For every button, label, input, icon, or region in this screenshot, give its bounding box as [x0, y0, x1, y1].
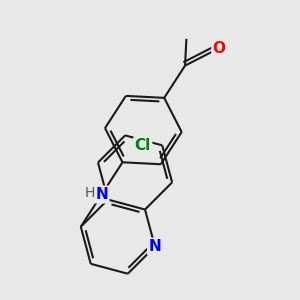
Text: H: H: [85, 186, 95, 200]
Text: N: N: [148, 239, 161, 254]
Text: Cl: Cl: [135, 138, 151, 153]
Text: N: N: [95, 187, 108, 202]
Text: O: O: [213, 41, 226, 56]
